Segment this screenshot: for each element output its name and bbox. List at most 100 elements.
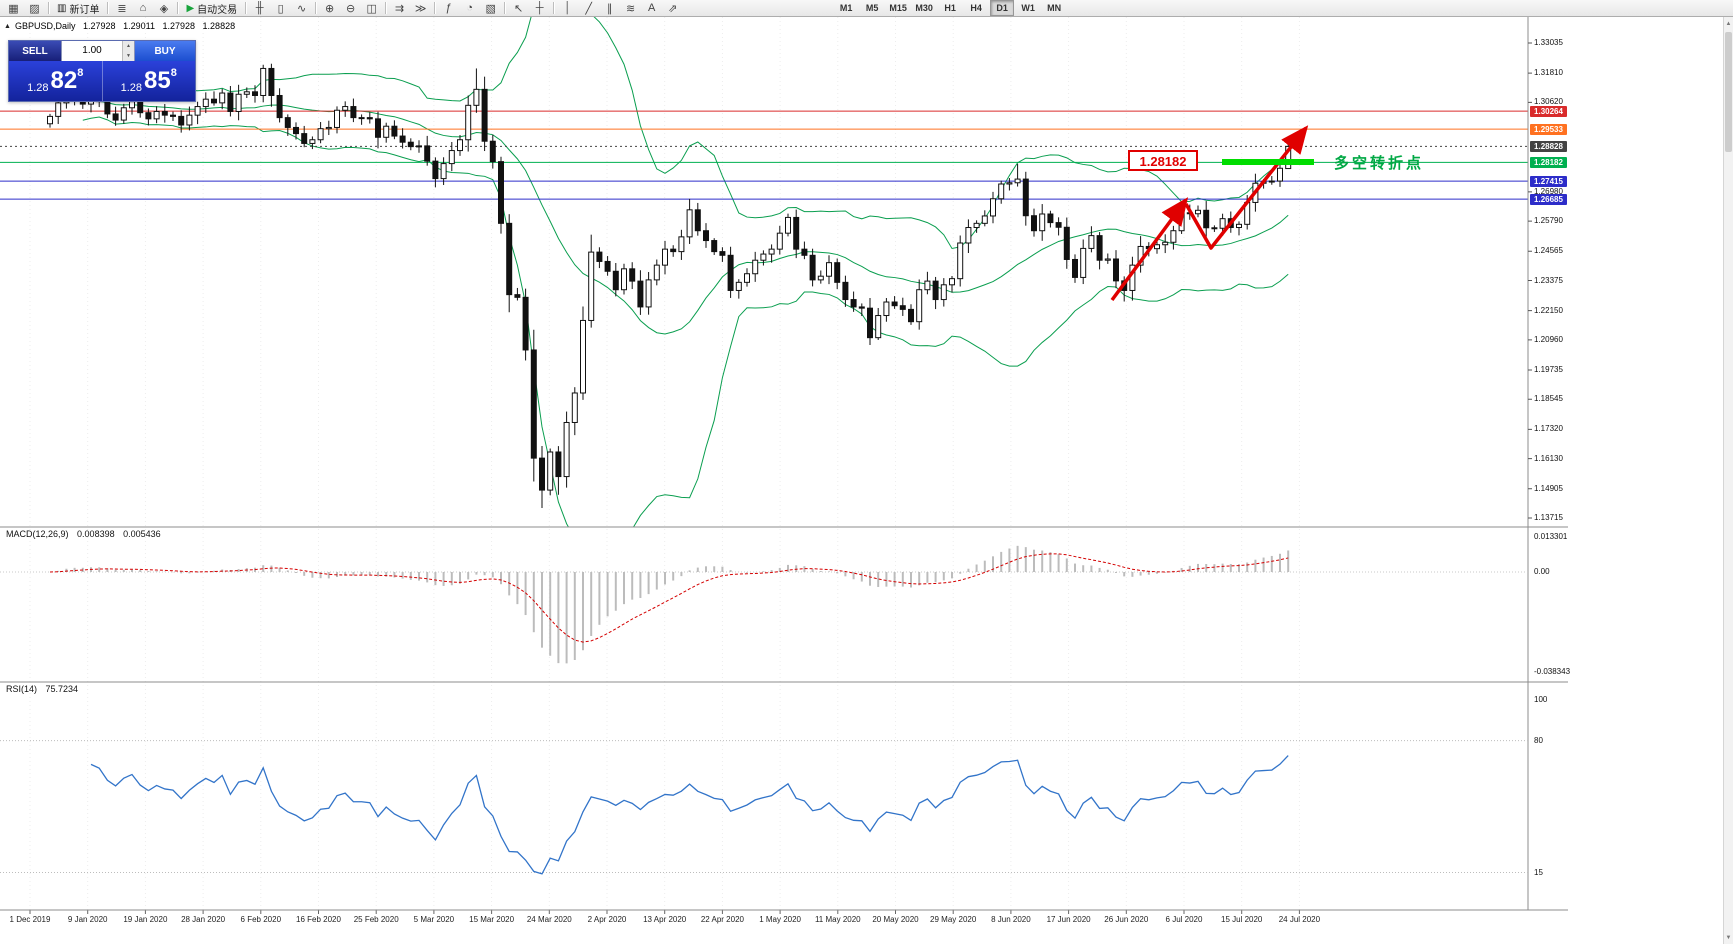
price-level-tag: 1.28182 xyxy=(1530,156,1567,168)
periods-icon: ◔ xyxy=(466,2,473,14)
scrollbar-down-button[interactable]: ▼ xyxy=(1725,934,1732,941)
timeframe-m1[interactable]: M1 xyxy=(839,3,853,13)
turning-point-bar xyxy=(1222,159,1314,165)
candlestick-chart-icon: ▯ xyxy=(277,2,284,15)
line-chart-button[interactable]: ∿ xyxy=(292,1,311,16)
timeframe-h4[interactable]: H4 xyxy=(970,3,982,13)
sell-price-display[interactable]: 1.28 82 8 xyxy=(9,61,103,101)
price-tick-label: 1.14905 xyxy=(1534,483,1563,493)
buy-price-sup: 8 xyxy=(170,67,177,79)
periods-button[interactable]: ◔ xyxy=(460,1,479,16)
profiles-button[interactable]: ▨ xyxy=(25,1,44,16)
date-label: 6 Jul 2020 xyxy=(1165,915,1203,924)
vertical-line-button[interactable]: │ xyxy=(558,1,577,16)
date-label: 8 Jun 2020 xyxy=(991,915,1031,924)
arrows-button[interactable]: ⇗ xyxy=(663,1,682,16)
vertical-line-icon: │ xyxy=(564,2,572,14)
profiles-icon: ▨ xyxy=(29,2,40,15)
candlestick-chart-button[interactable]: ▯ xyxy=(271,1,290,16)
market-watch-button[interactable]: ≣ xyxy=(112,1,131,16)
price-tick-label: 1.26980 xyxy=(1534,186,1563,196)
timeframe-mn[interactable]: MN xyxy=(1047,3,1062,13)
price-tick-label: 1.31810 xyxy=(1534,68,1563,78)
new-chart-button[interactable]: ▦ xyxy=(4,1,23,16)
chart-shift-icon: ≫ xyxy=(414,2,427,15)
market-watch-icon: ≣ xyxy=(117,2,127,15)
zoom-out-button[interactable]: ⊖ xyxy=(341,1,360,16)
cursor-button[interactable]: ↖ xyxy=(509,1,528,16)
price-callout-box: 1.28182 xyxy=(1128,150,1198,171)
tile-windows-icon: ◫ xyxy=(366,2,377,15)
sell-button[interactable]: SELL xyxy=(9,41,61,61)
toolbar-spacer xyxy=(683,8,833,9)
one-click-collapse-toggle[interactable]: ▲ xyxy=(4,23,11,30)
zoom-in-button[interactable]: ⊕ xyxy=(320,1,339,16)
text-button[interactable]: A xyxy=(642,1,661,16)
price-level-tag: 1.30264 xyxy=(1530,105,1567,117)
indicators-button[interactable]: ƒ xyxy=(439,1,458,16)
date-label: 24 Mar 2020 xyxy=(526,915,572,924)
price-level-tag: 1.28828 xyxy=(1530,140,1567,152)
price-tick-label: 1.19735 xyxy=(1534,364,1563,374)
navigator-button[interactable]: ⌂ xyxy=(133,1,152,16)
date-label: 29 May 2020 xyxy=(930,915,977,924)
new-order-button[interactable]: ▥ 新订单 xyxy=(53,1,103,16)
toolbar-separator xyxy=(553,2,555,14)
chart-info-line: GBPUSD,Daily 1.27928 1.29011 1.27928 1.2… xyxy=(15,21,240,31)
price-tick-label: 1.30620 xyxy=(1534,97,1563,107)
scrollbar-up-button[interactable]: ▲ xyxy=(1725,20,1732,27)
new-order-button-label: 新订单 xyxy=(69,4,100,16)
tile-windows-button[interactable]: ◫ xyxy=(362,1,381,16)
price-tick-label: 1.13715 xyxy=(1534,513,1563,522)
timeframe-m5[interactable]: M5 xyxy=(865,3,879,13)
turning-point-label: 多空转折点 xyxy=(1334,155,1425,172)
toolbar-separator xyxy=(245,2,247,14)
volume-input[interactable]: 1.00 xyxy=(82,45,102,56)
autotrading-icon: ▶ xyxy=(186,2,195,14)
trendline-icon: ╱ xyxy=(585,2,592,15)
scrollbar-thumb[interactable] xyxy=(1725,32,1732,152)
date-label: 2 Apr 2020 xyxy=(587,915,627,924)
autotrading-button[interactable]: ▶ 自动交易 xyxy=(182,1,241,16)
buy-price-display[interactable]: 1.28 85 8 xyxy=(103,61,196,101)
bar-chart-button[interactable]: ╫ xyxy=(250,1,269,16)
fibonacci-button[interactable]: ≋ xyxy=(621,1,640,16)
metaeditor-icon: ◈ xyxy=(159,2,169,15)
date-label: 11 May 2020 xyxy=(814,915,861,924)
text-icon: A xyxy=(647,2,656,14)
auto-scroll-button[interactable]: ⇉ xyxy=(390,1,409,16)
toolbar-separator xyxy=(107,2,109,14)
trendline-button[interactable]: ╱ xyxy=(579,1,598,16)
date-label: 24 Jul 2020 xyxy=(1278,915,1321,924)
timeframe-d1[interactable]: D1 xyxy=(990,0,1015,16)
templates-button[interactable]: ▧ xyxy=(481,1,500,16)
toolbar-separator xyxy=(434,2,436,14)
ohlc-open: 1.27928 xyxy=(83,21,116,31)
chart-shift-button[interactable]: ≫ xyxy=(411,1,430,16)
metaeditor-button[interactable]: ◈ xyxy=(154,1,173,16)
fibonacci-icon: ≋ xyxy=(626,2,636,15)
macd-axis-label: -0.038343 xyxy=(1534,666,1571,676)
price-tick-label: 1.23375 xyxy=(1534,275,1563,285)
volume-up-button[interactable]: ▲ xyxy=(122,41,134,51)
buy-button[interactable]: BUY xyxy=(135,41,195,61)
timeframe-w1[interactable]: W1 xyxy=(1021,3,1035,13)
toolbar: ▦ ▨ ▥ 新订单 ≣ ⌂ ◈ ▶ 自动交易 ╫ ▯ ∿ ⊕ ⊖ ◫ ⇉ ≫ ƒ ◔ ▧ ↖ ┼ │ ╱ ∥ ≋ A ⇗ M1 M5 M15… xyxy=(0,0,1733,17)
crosshair-button[interactable]: ┼ xyxy=(530,1,549,16)
equidistant-channel-button[interactable]: ∥ xyxy=(600,1,619,16)
date-label: 1 May 2020 xyxy=(759,915,801,924)
timeframe-m30[interactable]: M30 xyxy=(915,3,933,13)
timeframe-m15[interactable]: M15 xyxy=(889,3,907,13)
vertical-scrollbar[interactable]: ▲ ▼ xyxy=(1723,17,1733,944)
ohlc-close: 1.28828 xyxy=(202,21,236,31)
rsi-axis-label: 100 xyxy=(1534,695,1548,704)
volume-down-button[interactable]: ▼ xyxy=(122,51,134,61)
toolbar-separator xyxy=(48,2,49,14)
macd-axis-label: 0.00 xyxy=(1534,567,1550,576)
toolbar-separator xyxy=(177,2,179,14)
navigator-icon: ⌂ xyxy=(139,2,147,14)
timeframe-h1[interactable]: H1 xyxy=(944,3,956,13)
price-tick-label: 1.22150 xyxy=(1534,305,1563,315)
